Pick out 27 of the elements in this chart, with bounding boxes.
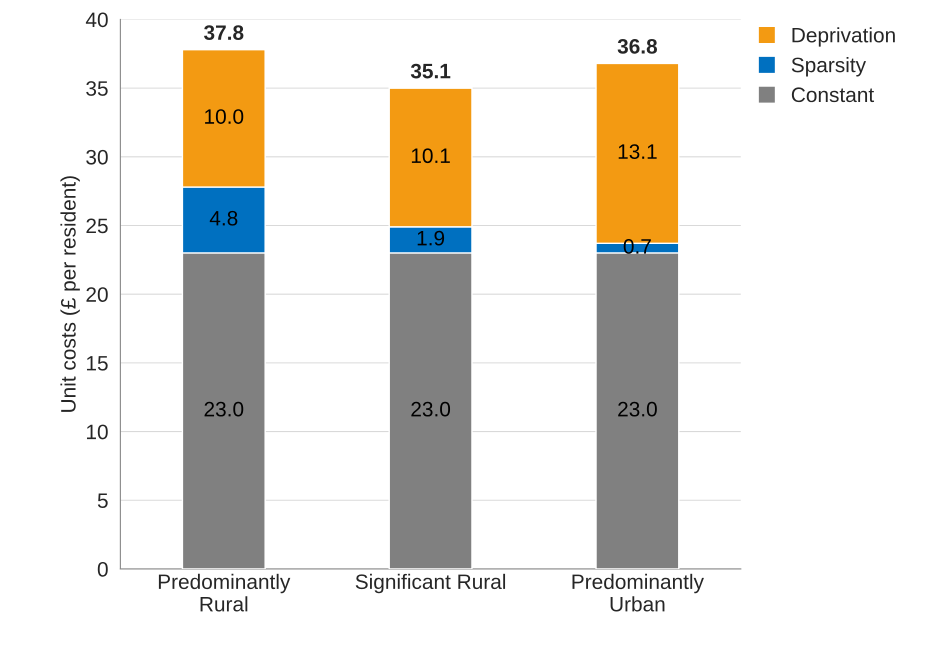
legend-label: Deprivation	[792, 27, 895, 47]
data-label: 1.9	[418, 230, 444, 246]
y-tick-label: 35	[86, 81, 108, 96]
x-tick-label: Predominantly Rural	[158, 574, 290, 612]
data-label: 10.0	[205, 109, 244, 124]
y-tick-label: 20	[86, 287, 108, 302]
total-label: 36.8	[618, 38, 658, 54]
data-label: 23.0	[204, 402, 244, 417]
data-label: 10.1	[412, 148, 450, 164]
y-tick-label: 0	[98, 562, 108, 577]
x-tick-label: Significant Rural	[356, 574, 506, 594]
total-label: 35.1	[410, 64, 450, 78]
y-tick-label: 25	[86, 218, 108, 234]
y-tick-label: 15	[86, 356, 108, 371]
data-label: 13.1	[618, 144, 657, 159]
total-label: 37.8	[204, 25, 244, 40]
y-tick-label: 30	[86, 150, 108, 165]
data-label: 4.8	[210, 210, 238, 226]
y-tick-label: 5	[98, 493, 108, 508]
data-label: 23.0	[618, 402, 657, 417]
y-axis-title: Unit costs (£ per resident)	[60, 176, 80, 412]
y-tick-label: 40	[86, 12, 108, 28]
x-tick-label: Predominantly Urban	[572, 574, 704, 612]
y-tick-label: 10	[86, 424, 108, 440]
data-label: 23.0	[411, 402, 450, 417]
legend-label: Constant	[792, 87, 874, 102]
legend-label: Sparsity	[792, 57, 866, 76]
